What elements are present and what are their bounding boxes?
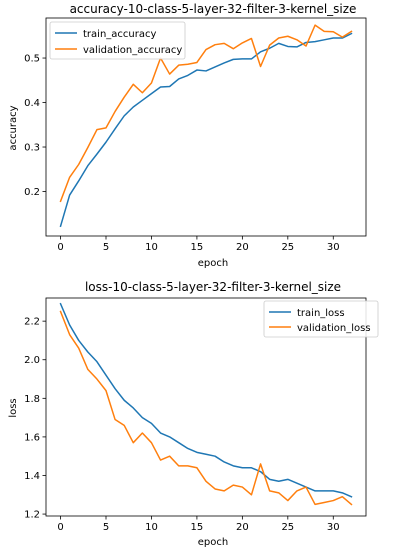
loss-ytick-label: 2.2 [24, 317, 40, 328]
accuracy-series-layer [59, 24, 353, 228]
loss-xtick-label: 0 [57, 522, 63, 533]
loss-legend-label-train: train_loss [297, 308, 345, 319]
loss-ylabel: loss [8, 398, 19, 417]
loss-ytick-label: 1.6 [24, 432, 40, 443]
loss-xtick-label: 10 [145, 522, 158, 533]
accuracy-title: accuracy-10-class-5-layer-32-filter-3-ke… [70, 2, 357, 16]
accuracy-xtick-label: 15 [191, 242, 204, 253]
loss-xtick-label: 30 [327, 522, 340, 533]
accuracy-ytick-label: 0.4 [24, 98, 40, 109]
accuracy-ytick-label: 0.5 [24, 54, 40, 65]
loss-ytick-label: 1.4 [24, 471, 40, 482]
accuracy-subplot: accuracy-10-class-5-layer-32-filter-3-ke… [8, 2, 367, 269]
accuracy-xtick-label: 25 [281, 242, 294, 253]
accuracy-ticks-layer: 0 5 10 15 20 25 30 0.2 0.3 0.4 0.5 [24, 54, 340, 253]
accuracy-legend: train_accuracy validation_accuracy [49, 21, 186, 60]
loss-subplot: loss-10-class-5-layer-32-filter-3-kernel… [8, 280, 379, 548]
accuracy-ytick-label: 0.3 [24, 143, 40, 154]
accuracy-xtick-label: 5 [103, 242, 109, 253]
loss-ticks-layer: 0 5 10 15 20 25 30 1.2 1.4 1.6 1.8 2.0 2.2 [24, 317, 340, 533]
loss-legend-box [263, 300, 379, 338]
loss-xlabel: epoch [198, 537, 228, 548]
loss-xtick-label: 25 [281, 522, 294, 533]
accuracy-xlabel: epoch [198, 258, 228, 269]
loss-xtick-label: 5 [103, 522, 109, 533]
accuracy-legend-box [49, 21, 186, 60]
loss-ytick-label: 1.8 [24, 394, 40, 405]
accuracy-xtick-label: 0 [57, 242, 63, 253]
loss-xtick-label: 20 [236, 522, 249, 533]
accuracy-xtick-label: 10 [145, 242, 158, 253]
loss-axes-frame [45, 297, 367, 517]
loss-title: loss-10-class-5-layer-32-filter-3-kernel… [85, 280, 341, 294]
accuracy-legend-label-train: train_accuracy [83, 29, 156, 40]
loss-series-line-validation_loss [59, 310, 353, 506]
loss-series-line-train_loss [59, 302, 353, 498]
accuracy-ytick-label: 0.2 [24, 187, 40, 198]
loss-series-layer [59, 302, 353, 506]
accuracy-xtick-label: 30 [327, 242, 340, 253]
accuracy-series-line-validation_accuracy [59, 24, 353, 203]
accuracy-legend-label-validation: validation_accuracy [83, 45, 182, 56]
loss-legend: train_loss validation_loss [263, 300, 379, 338]
accuracy-axes-frame [45, 17, 367, 237]
loss-ytick-label: 1.2 [24, 510, 40, 521]
loss-ytick-label: 2.0 [24, 355, 40, 366]
loss-xtick-label: 15 [191, 522, 204, 533]
accuracy-ylabel: accuracy [8, 105, 19, 150]
accuracy-xtick-label: 20 [236, 242, 249, 253]
loss-legend-label-validation: validation_loss [297, 323, 371, 334]
